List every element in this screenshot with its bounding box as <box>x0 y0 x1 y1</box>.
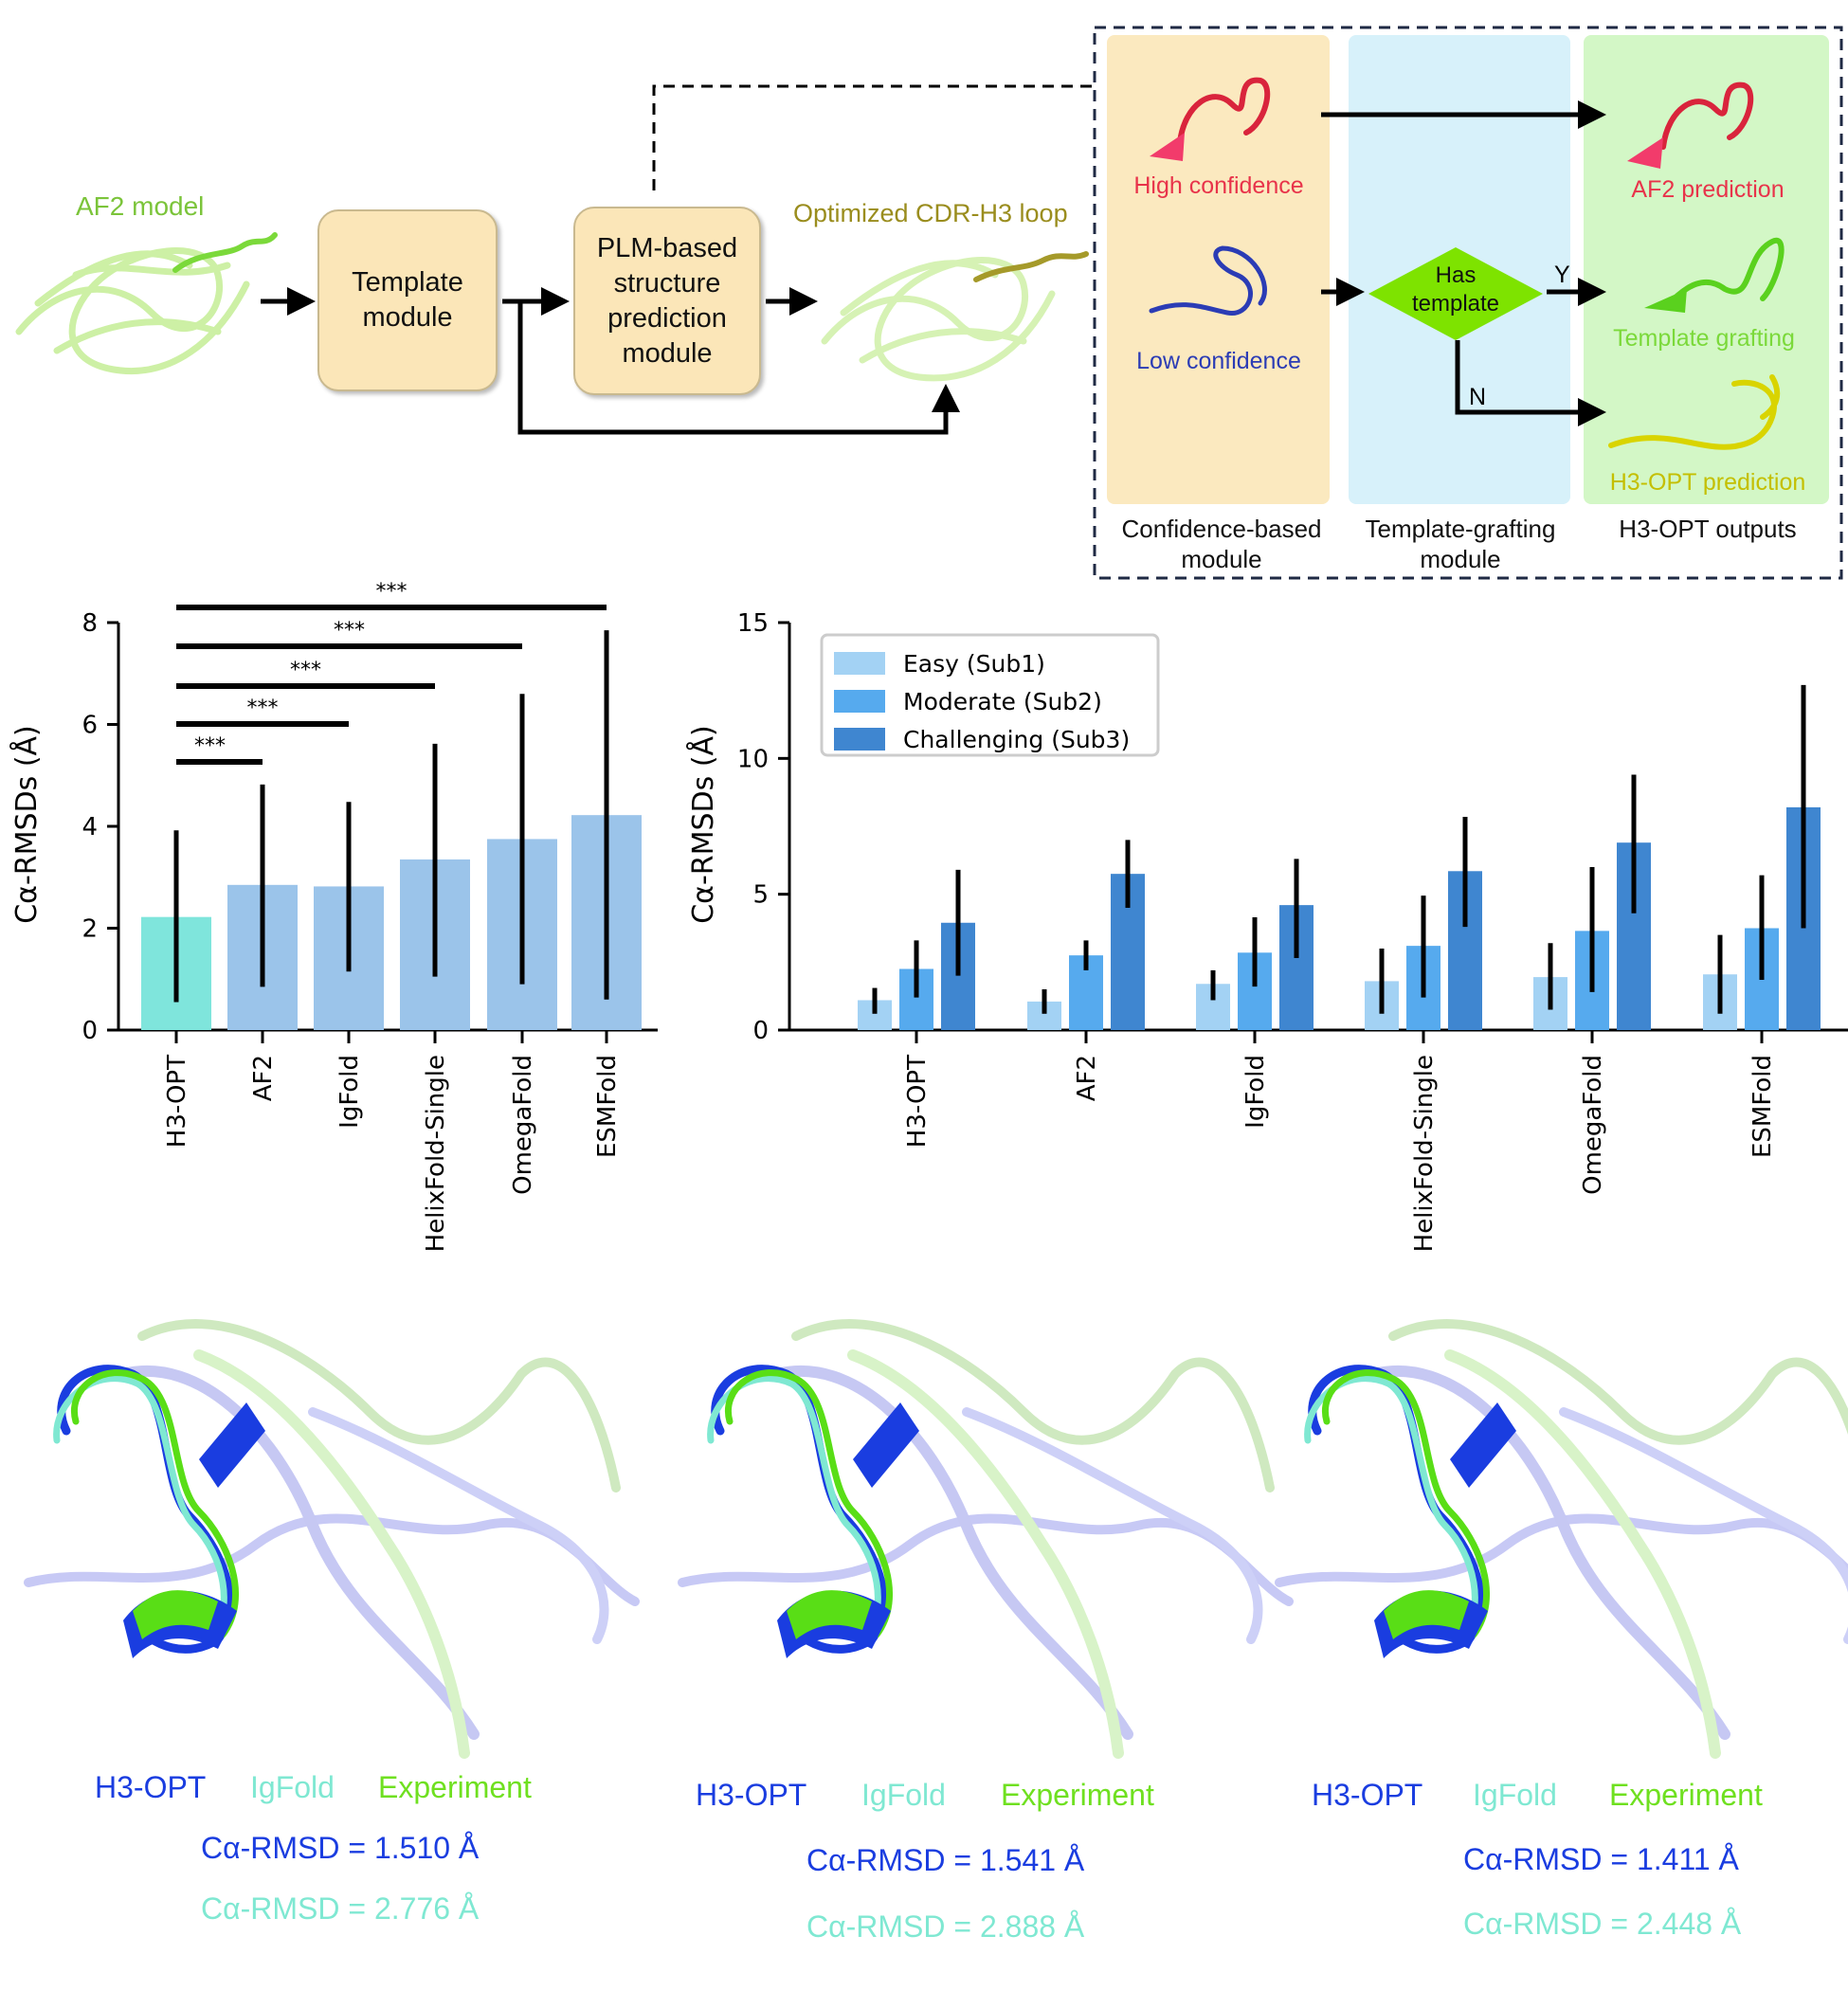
significance-label: *** <box>290 659 321 682</box>
y-tick-label: 6 <box>82 712 98 740</box>
low-confidence-loop <box>1149 245 1267 316</box>
legend-swatch <box>834 652 885 675</box>
y-axis-label: Cα-RMSDs (Å) <box>686 725 720 924</box>
rmsd-igfold: Cα-RMSD = 2.448 Å <box>1463 1907 1742 1941</box>
has-template-label: Has template <box>1411 262 1500 317</box>
y-axis-label: Cα-RMSDs (Å) <box>9 725 44 924</box>
legend-h3opt: H3-OPT <box>696 1778 807 1812</box>
charts: 0 2 4 6 8 Cα-RMSDs (Å) H3-OPT AF2 IgFold HelixFol… <box>9 580 1848 1252</box>
outputs-panel <box>1584 35 1829 504</box>
legend-label: Challenging (Sub3) <box>903 726 1130 753</box>
legend-experiment: Experiment <box>378 1770 532 1804</box>
legend-swatch <box>834 690 885 713</box>
x-tick-label: OmegaFold <box>1579 1055 1607 1195</box>
optimized-structure <box>821 251 1089 382</box>
plm-module-box: PLM-based structure prediction module <box>573 207 761 395</box>
superposed-structure <box>1275 1319 1848 1759</box>
high-confidence-label: High confidence <box>1133 172 1304 199</box>
h3opt-prediction-label: H3-OPT prediction <box>1609 469 1806 496</box>
y-tick-label: 5 <box>752 881 769 910</box>
legend-h3opt: H3-OPT <box>95 1770 207 1804</box>
rmsd-h3opt: Cα-RMSD = 1.411 Å <box>1463 1842 1739 1876</box>
legend-igfold: IgFold <box>861 1778 946 1812</box>
bypass-arrow <box>517 301 960 435</box>
dashed-outline <box>1093 26 1843 580</box>
high-confidence-loop <box>1150 77 1271 161</box>
legend-experiment: Experiment <box>1609 1778 1763 1812</box>
y-tick-label: 10 <box>737 745 769 773</box>
x-tick-label: IgFold <box>335 1055 364 1129</box>
significance-label: *** <box>376 580 408 604</box>
x-tick-label: ESMFold <box>593 1055 622 1158</box>
y-tick-label: 0 <box>82 1017 98 1045</box>
rmsd-igfold: Cα-RMSD = 2.888 Å <box>806 1909 1085 1944</box>
af2-prediction-label: AF2 prediction <box>1631 176 1785 203</box>
diagram-lines <box>15 26 1843 580</box>
dashed-connector <box>652 84 1095 190</box>
legend-swatch <box>834 728 885 751</box>
superposed-structure <box>678 1319 1294 1759</box>
legend-h3opt: H3-OPT <box>1312 1778 1423 1812</box>
grafting-module-label: Template-grafting module <box>1365 515 1556 573</box>
legend: Easy (Sub1) Moderate (Sub2) Challenging (S… <box>820 633 1160 757</box>
no-label: N <box>1469 384 1487 410</box>
template-grafting-loop <box>1644 237 1785 313</box>
legend-label: Easy (Sub1) <box>903 650 1045 678</box>
x-tick-label: ESMFold <box>1748 1055 1777 1158</box>
y-tick-label: 8 <box>82 609 98 638</box>
x-tick-label: H3-OPT <box>903 1055 932 1148</box>
x-tick-label: IgFold <box>1241 1055 1270 1129</box>
rmsd-igfold: Cα-RMSD = 2.776 Å <box>201 1891 480 1926</box>
legend-igfold: IgFold <box>250 1770 335 1804</box>
legend-box <box>820 633 1160 757</box>
significance-label: *** <box>194 734 226 758</box>
y-tick-label: 0 <box>752 1017 769 1045</box>
structure-renders <box>24 1319 1848 1759</box>
significance-label: *** <box>334 619 365 642</box>
legend-experiment: Experiment <box>1001 1778 1154 1812</box>
template-grafting-label: Template grafting <box>1613 325 1795 352</box>
template-module-box: Template module <box>317 209 498 391</box>
confidence-module-panel <box>1107 35 1330 504</box>
y-tick-label: 4 <box>82 813 98 841</box>
x-tick-label: HelixFold-Single <box>422 1055 450 1252</box>
af2-model-label: AF2 model <box>76 191 205 221</box>
x-tick-label: AF2 <box>249 1055 278 1101</box>
rmsd-h3opt: Cα-RMSD = 1.510 Å <box>201 1831 480 1865</box>
has-template-diamond <box>1368 247 1543 340</box>
legend-igfold: IgFold <box>1473 1778 1557 1812</box>
rmsd-h3opt: Cα-RMSD = 1.541 Å <box>806 1843 1085 1877</box>
superposed-structure <box>24 1319 640 1759</box>
optimized-loop-label: Optimized CDR-H3 loop <box>793 199 1068 227</box>
yes-label: Y <box>1554 262 1570 288</box>
x-tick-label: AF2 <box>1073 1055 1101 1101</box>
af2-prediction-loop <box>1627 81 1754 169</box>
af2-model-structure <box>15 232 278 374</box>
outputs-label: H3-OPT outputs <box>1619 515 1797 543</box>
confidence-module-label: Confidence-based module <box>1121 515 1322 573</box>
low-confidence-label: Low confidence <box>1136 348 1301 374</box>
template-module-label: Template module <box>352 267 463 333</box>
h3opt-prediction-loop <box>1608 374 1781 450</box>
x-tick-label: H3-OPT <box>163 1055 191 1148</box>
y-tick-label: 2 <box>82 915 98 944</box>
plm-module-label: PLM-based structure prediction module <box>596 232 738 369</box>
legend-label: Moderate (Sub2) <box>903 688 1102 715</box>
x-tick-label: OmegaFold <box>509 1055 537 1195</box>
significance-label: *** <box>247 696 279 720</box>
x-tick-label: HelixFold-Single <box>1410 1055 1439 1252</box>
arrow-no <box>1455 340 1606 426</box>
y-tick-label: 15 <box>737 609 769 638</box>
